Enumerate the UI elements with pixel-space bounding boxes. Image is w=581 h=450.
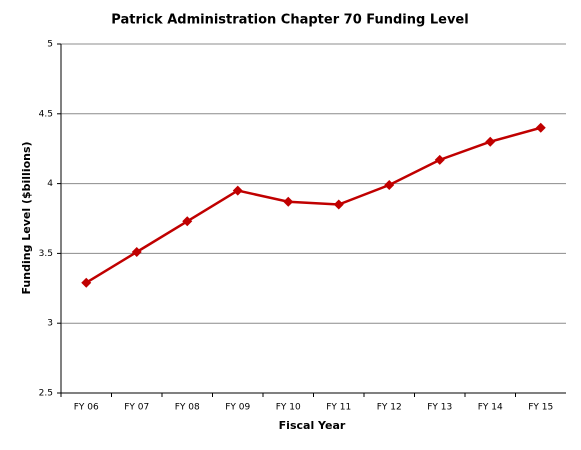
y-tick-label: 5 [47, 40, 53, 50]
data-point [333, 199, 344, 210]
y-tick-label: 3.5 [39, 249, 53, 259]
x-tick-label: FY 08 [175, 403, 200, 413]
data-point [232, 185, 243, 196]
data-point [81, 277, 92, 288]
x-tick-label: FY 09 [225, 403, 250, 413]
data-point [283, 196, 294, 207]
data-point [182, 216, 193, 227]
data-point [131, 247, 142, 258]
data-line [85, 126, 542, 284]
data-point [535, 122, 546, 133]
data-point [434, 154, 445, 165]
x-tick-label: FY 14 [478, 403, 503, 413]
x-tick-label: FY 06 [74, 403, 99, 413]
x-tick-label: FY 12 [377, 403, 402, 413]
x-tick-label: FY 07 [124, 403, 149, 413]
chart-title: Patrick Administration Chapter 70 Fundin… [111, 13, 468, 28]
y-axis-title: Funding Level ($billions) [20, 141, 33, 294]
data-point [485, 136, 496, 147]
y-tick-label: 4.5 [39, 109, 53, 119]
x-tick-label: FY 13 [427, 403, 452, 413]
data-point [384, 179, 395, 190]
x-tick-label: FY 11 [326, 403, 351, 413]
x-tick-label: FY 10 [276, 403, 301, 413]
y-tick-label: 2.5 [39, 389, 53, 399]
x-tick-label: FY 15 [528, 403, 553, 413]
y-tick-label: 3 [47, 319, 53, 329]
y-tick-label: 4 [47, 179, 53, 189]
x-axis-title: Fiscal Year [279, 419, 346, 432]
